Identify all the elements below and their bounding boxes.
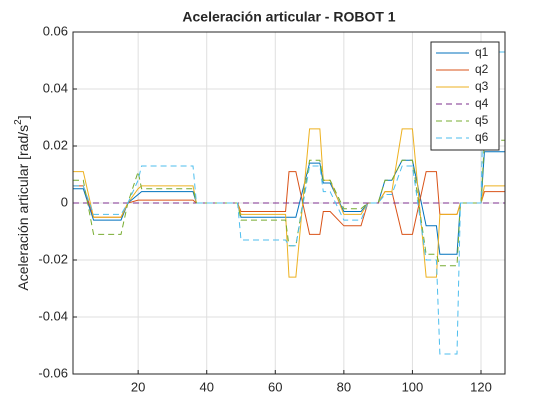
- y-tick-label: -0.04: [38, 308, 68, 323]
- y-tick-label: 0.06: [43, 23, 68, 38]
- y-tick-label: 0.04: [43, 80, 68, 95]
- legend-label: q3: [475, 79, 489, 93]
- x-tick-label: 80: [337, 379, 351, 394]
- series-line: [73, 171, 505, 235]
- y-axis-label-suffix: ]: [15, 115, 31, 119]
- y-tick-label: 0.02: [43, 137, 68, 152]
- x-tick-label: 100: [402, 379, 424, 394]
- axes-box: [72, 31, 506, 375]
- legend-label: q1: [475, 45, 489, 59]
- legend-label: q2: [475, 62, 489, 76]
- x-tick-label: 20: [131, 379, 145, 394]
- y-tick-label: -0.06: [38, 365, 68, 380]
- legend-label: q5: [475, 113, 489, 127]
- series-line: [73, 128, 505, 278]
- legend-label: q4: [475, 96, 489, 110]
- legend-box: [430, 41, 500, 151]
- x-tick-label: 60: [268, 379, 282, 394]
- series-line: [73, 51, 505, 355]
- y-tick-label: -0.02: [38, 251, 68, 266]
- y-axis-label-superscript: 2: [13, 119, 24, 125]
- y-tick-label: 0: [61, 194, 68, 209]
- y-axis-label: Aceleración articular [rad/s2]: [13, 115, 31, 290]
- series-line: [73, 139, 505, 267]
- chart-title: Aceleración articular - ROBOT 1: [182, 9, 395, 25]
- x-tick-label: 40: [199, 379, 213, 394]
- x-tick-label: 120: [470, 379, 492, 394]
- legend-label: q6: [475, 130, 489, 144]
- y-axis-label-text: Aceleración articular [rad/s: [15, 125, 31, 291]
